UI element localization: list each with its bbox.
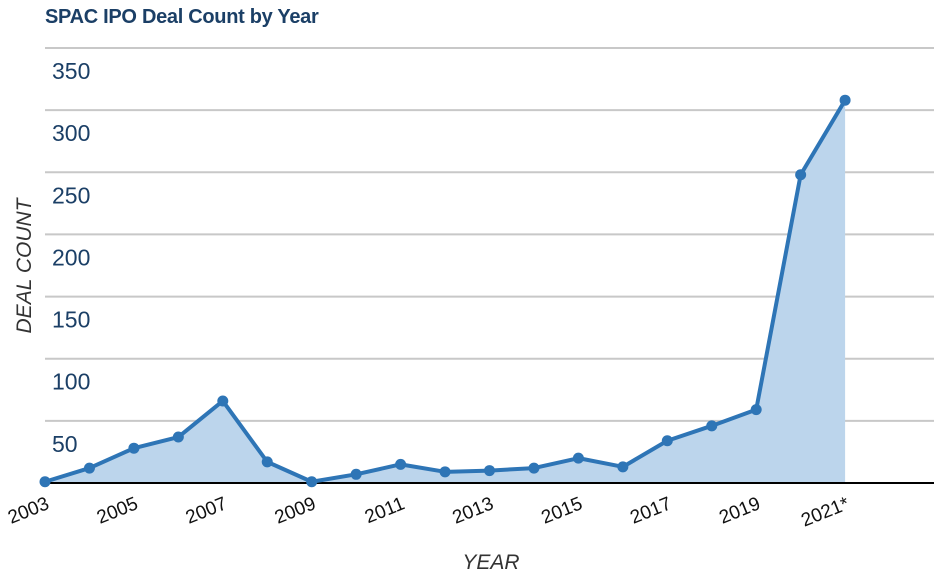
y-tick-label: 300 — [52, 120, 90, 146]
y-tick-label: 350 — [52, 58, 90, 84]
y-tick-label: 100 — [52, 369, 90, 395]
data-point-2014 — [528, 462, 540, 474]
y-tick-label: 250 — [52, 182, 90, 208]
data-point-2017 — [661, 435, 673, 447]
data-point-2018 — [706, 420, 718, 432]
x-tick-label: 2017 — [627, 493, 674, 528]
area-fill-layer — [45, 100, 846, 483]
data-point-2020 — [795, 169, 807, 181]
data-points — [39, 94, 851, 488]
x-tick-label: 2021* — [798, 493, 852, 531]
chart-title: SPAC IPO Deal Count by Year — [45, 6, 319, 28]
x-tick-label: 2003 — [5, 493, 52, 528]
data-point-2016 — [617, 461, 629, 473]
y-tick-label: 150 — [52, 307, 90, 333]
data-point-2021 — [839, 94, 851, 106]
data-point-2003 — [39, 476, 51, 488]
y-axis-title: DEAL COUNT — [13, 196, 36, 333]
x-axis-ticks: 2003 2005 2007 2009 2011 2013 2015 2017 2019 2021… — [5, 493, 853, 531]
data-point-2007 — [217, 395, 229, 407]
data-point-2004 — [83, 462, 95, 474]
data-point-2008 — [261, 456, 273, 468]
data-point-2010 — [350, 468, 362, 480]
data-point-2005 — [128, 442, 140, 454]
data-point-2012 — [439, 466, 451, 478]
x-tick-label: 2015 — [539, 493, 586, 528]
x-axis-title: YEAR — [462, 551, 519, 574]
x-tick-label: 2011 — [362, 493, 408, 528]
data-point-2009 — [306, 476, 318, 488]
y-tick-label: 50 — [52, 431, 78, 457]
data-point-2015 — [572, 452, 584, 464]
data-point-2013 — [484, 465, 495, 477]
x-tick-label: 2005 — [94, 493, 141, 528]
data-point-2011 — [395, 458, 407, 470]
x-tick-label: 2007 — [183, 493, 230, 528]
y-tick-label: 200 — [52, 244, 90, 270]
data-point-2006 — [172, 431, 184, 443]
x-tick-label: 2013 — [450, 493, 497, 528]
x-tick-label: 2009 — [272, 493, 319, 528]
y-axis-ticks: 50 100 150 200 250 300 350 — [52, 58, 90, 457]
area-fill — [45, 100, 846, 483]
x-tick-label: 2019 — [716, 493, 763, 528]
data-point-2019 — [750, 404, 762, 416]
